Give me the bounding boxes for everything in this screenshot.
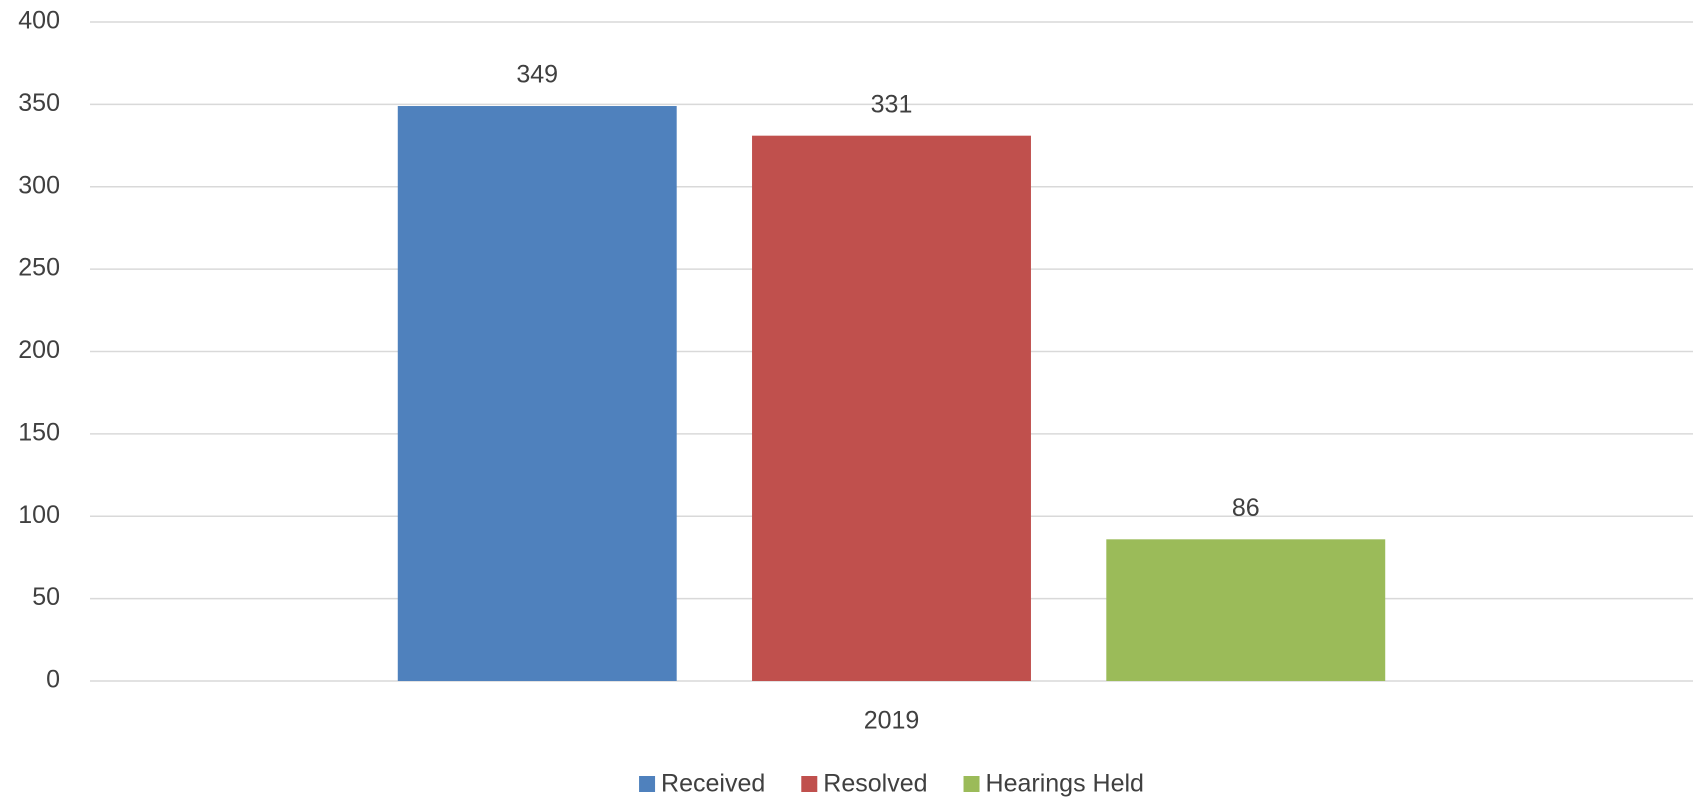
y-tick-label: 300: [18, 171, 60, 199]
y-tick-label: 400: [18, 7, 60, 35]
data-label: 349: [516, 61, 558, 89]
legend-label: Resolved: [823, 770, 927, 798]
y-tick-label: 50: [32, 583, 60, 611]
y-tick-label: 250: [18, 254, 60, 282]
data-label: 331: [871, 90, 913, 118]
data-label: 86: [1232, 494, 1260, 522]
y-tick-label: 100: [18, 501, 60, 529]
bar: [1106, 539, 1386, 681]
bar: [752, 135, 1031, 682]
bar: [397, 106, 677, 681]
y-tick-label: 200: [18, 336, 60, 364]
legend-swatch: [801, 776, 818, 792]
legend-swatch: [963, 776, 980, 792]
y-tick-label: 150: [18, 418, 60, 446]
x-tick-label: 2019: [864, 707, 920, 735]
y-tick-label: 350: [18, 89, 60, 117]
legend-label: Hearings Held: [986, 770, 1144, 798]
legend-label: Received: [661, 770, 765, 798]
y-tick-label: 0: [46, 666, 60, 694]
legend-swatch: [639, 776, 656, 792]
